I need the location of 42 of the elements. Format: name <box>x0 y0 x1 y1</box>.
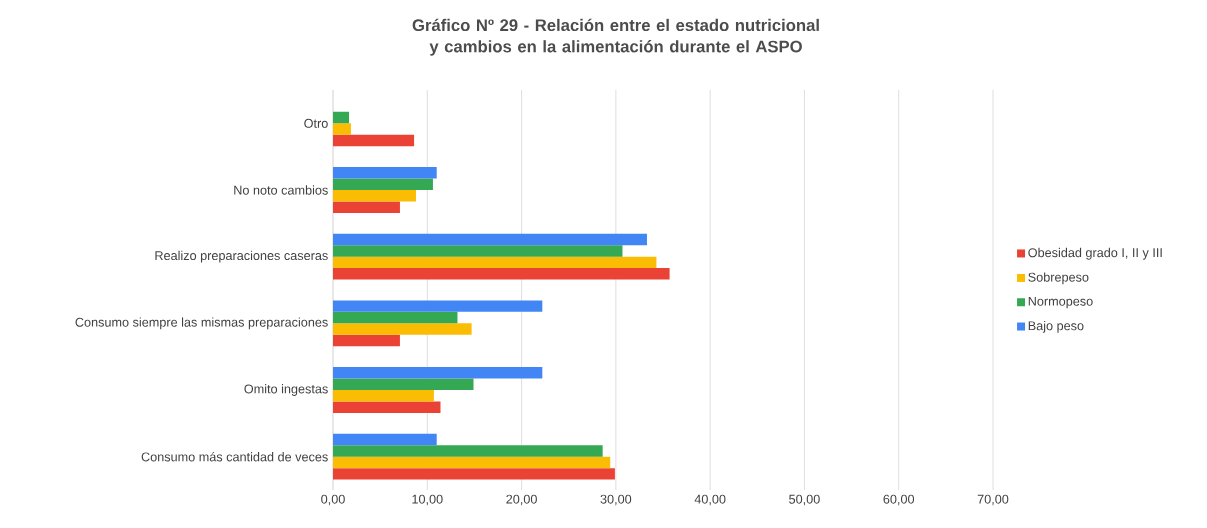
x-tick-label: 10,00 <box>412 494 443 506</box>
legend-label: Sobrepeso <box>1028 272 1089 285</box>
bar <box>333 401 441 413</box>
y-tick-label: Consumo siempre las mismas preparaciones <box>75 317 328 330</box>
bar <box>333 433 437 446</box>
bar <box>333 190 416 202</box>
bar <box>333 245 623 257</box>
bar <box>333 167 437 179</box>
bar <box>333 268 670 280</box>
x-tick-label: 30,00 <box>600 494 632 506</box>
y-tick-label: Otro <box>304 118 328 128</box>
x-tick-label: 0,00 <box>321 494 345 506</box>
x-tick-label: 50,00 <box>789 494 820 506</box>
legend-label: Normopeso <box>1028 296 1093 309</box>
bar <box>333 111 350 124</box>
bar <box>333 367 543 379</box>
x-tick-label: 60,00 <box>883 494 915 506</box>
bar <box>333 445 603 457</box>
legend-label: Obesidad grado I, II y III <box>1028 247 1162 260</box>
bar <box>333 378 474 390</box>
bar <box>333 134 415 147</box>
x-tick-label: 40,00 <box>694 494 726 506</box>
bar <box>333 468 615 480</box>
chart-title: Gráfico Nº 29 - Relación entre el estado nutricional y cambios en la alimentación durante el ASPO <box>412 18 819 56</box>
bar <box>333 323 472 335</box>
y-tick-label: Consumo más cantidad de veces <box>141 451 328 462</box>
bar <box>333 256 657 269</box>
x-tick-label: 70,00 <box>977 494 1009 506</box>
legend-label: Bajo peso <box>1028 320 1084 333</box>
bar <box>333 300 543 312</box>
bar <box>333 311 458 324</box>
bar <box>333 233 647 246</box>
y-tick-label: Omito ingestas <box>244 384 328 396</box>
bar <box>333 456 611 469</box>
x-tick-label: 20,00 <box>506 494 537 506</box>
y-tick-label: No noto cambios <box>234 185 328 195</box>
bar <box>333 389 434 402</box>
y-tick-label: Realizo preparaciones caseras <box>155 250 328 263</box>
bar <box>333 334 400 347</box>
bar <box>333 201 400 213</box>
bar <box>333 178 433 190</box>
bar <box>333 123 351 135</box>
